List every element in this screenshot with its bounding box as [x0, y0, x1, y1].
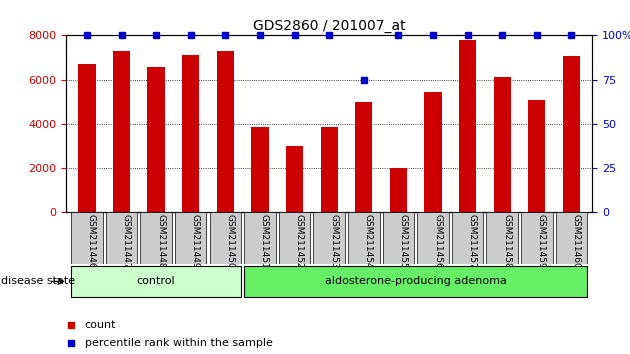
Bar [78, 64, 96, 212]
Bar [286, 146, 303, 212]
Text: GSM211460: GSM211460 [571, 215, 580, 269]
Bar [486, 212, 518, 264]
Bar [71, 266, 241, 297]
Bar [390, 168, 407, 212]
Bar [314, 212, 345, 264]
Bar [382, 212, 414, 264]
Text: GSM211447: GSM211447 [122, 215, 130, 269]
Bar [459, 40, 476, 212]
Bar [182, 55, 199, 212]
Text: GSM211451: GSM211451 [260, 215, 269, 269]
Bar [71, 212, 103, 264]
Bar [493, 78, 511, 212]
Bar [113, 51, 130, 212]
Title: GDS2860 / 201007_at: GDS2860 / 201007_at [253, 19, 406, 33]
Text: GSM211449: GSM211449 [191, 215, 200, 269]
Text: control: control [137, 276, 175, 286]
Text: GSM211457: GSM211457 [467, 215, 477, 269]
Text: GSM211448: GSM211448 [156, 215, 165, 269]
Bar [348, 212, 379, 264]
Bar [556, 212, 587, 264]
Bar [521, 212, 553, 264]
Text: aldosterone-producing adenoma: aldosterone-producing adenoma [324, 276, 507, 286]
Bar [563, 56, 580, 212]
Bar [452, 212, 483, 264]
Bar [210, 212, 241, 264]
Text: GSM211450: GSM211450 [226, 215, 234, 269]
Bar [425, 92, 442, 212]
Text: GSM211452: GSM211452 [295, 215, 304, 269]
Bar [244, 212, 276, 264]
Text: count: count [84, 320, 116, 330]
Bar [279, 212, 311, 264]
Bar [106, 212, 137, 264]
Bar [175, 212, 207, 264]
Bar [217, 51, 234, 212]
Bar [417, 212, 449, 264]
Text: GSM211453: GSM211453 [329, 215, 338, 269]
Text: GSM211458: GSM211458 [502, 215, 511, 269]
Bar [147, 68, 165, 212]
Text: GSM211454: GSM211454 [364, 215, 373, 269]
Text: GSM211456: GSM211456 [433, 215, 442, 269]
Bar [244, 266, 587, 297]
Bar [140, 212, 172, 264]
Bar [321, 127, 338, 212]
Text: GSM211459: GSM211459 [537, 215, 546, 269]
Bar [251, 127, 268, 212]
Text: GSM211455: GSM211455 [398, 215, 408, 269]
Text: GSM211446: GSM211446 [87, 215, 96, 269]
Text: percentile rank within the sample: percentile rank within the sample [84, 338, 272, 348]
Bar [528, 99, 546, 212]
Text: disease state: disease state [1, 276, 76, 286]
Bar [355, 102, 372, 212]
